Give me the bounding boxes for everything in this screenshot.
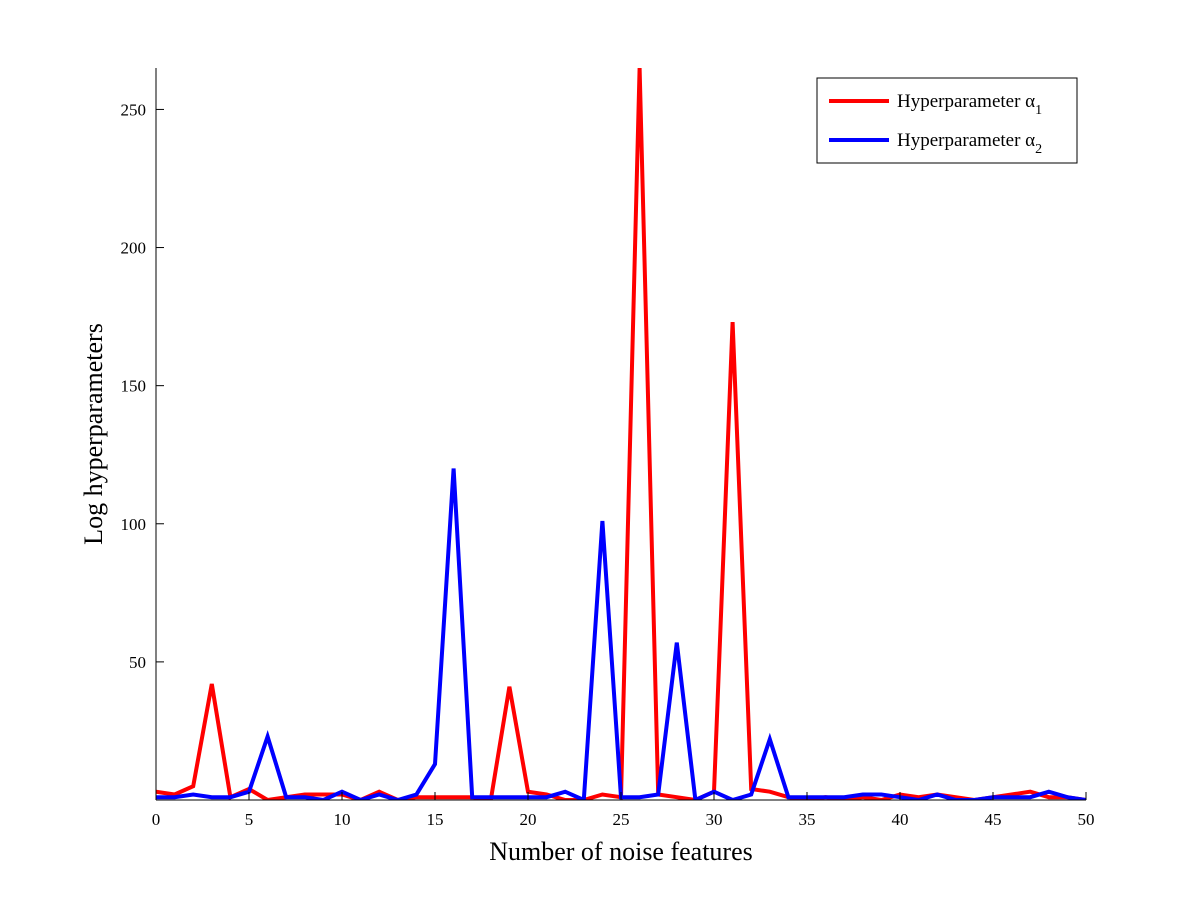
- x-tick-label: 50: [1078, 810, 1095, 829]
- x-tick-label: 45: [985, 810, 1002, 829]
- x-tick-label: 5: [245, 810, 254, 829]
- y-tick-label: 100: [121, 515, 147, 534]
- y-tick-label: 250: [121, 100, 147, 119]
- y-tick-label: 150: [121, 377, 147, 396]
- legend-box: [816, 77, 1078, 164]
- x-tick-label: 20: [520, 810, 537, 829]
- series-line-alpha1: [156, 68, 1086, 800]
- y-axis-label: Log hyperparameters: [79, 323, 108, 545]
- x-tick-label: 0: [152, 810, 161, 829]
- x-tick-label: 15: [427, 810, 444, 829]
- x-tick-label: 10: [334, 810, 351, 829]
- y-tick-label: 200: [121, 239, 147, 258]
- series-layer: [156, 68, 1086, 800]
- x-tick-label: 30: [706, 810, 723, 829]
- x-axis-label: Number of noise features: [489, 837, 753, 866]
- x-tick-label: 40: [892, 810, 909, 829]
- y-tick-label: 50: [129, 653, 146, 672]
- x-tick-label: 25: [613, 810, 630, 829]
- axes: [155, 68, 1087, 801]
- tick-labels: 0 5 10 15 20 25 30 35 40 45 50 50 100 150 200 250: [121, 100, 1095, 829]
- x-tick-label: 35: [799, 810, 816, 829]
